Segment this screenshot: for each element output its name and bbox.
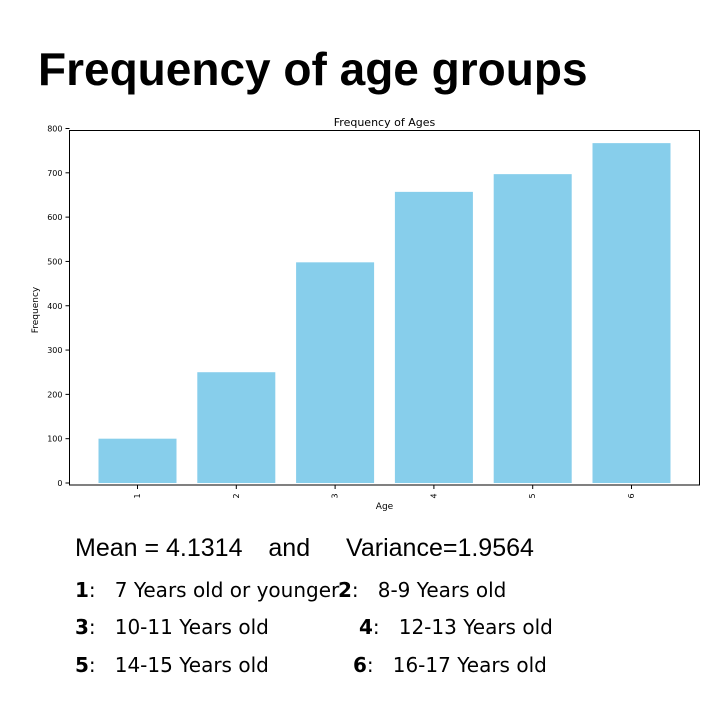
chart-title: Frequency of Ages: [334, 116, 436, 129]
legend-text: 8-9 Years old: [377, 578, 507, 602]
bar-6: [592, 143, 671, 484]
x-axis-ticks: 1 2 3 4 5 6: [133, 485, 636, 499]
x-tick-label: 6: [627, 493, 636, 498]
legend-key: 1: [75, 578, 89, 602]
bar-5: [493, 174, 572, 483]
bar-3: [296, 262, 375, 483]
x-tick-label: 2: [232, 493, 241, 498]
mean-value: Mean = 4.1314: [75, 534, 243, 562]
variance-value: Variance=1.9564: [346, 534, 534, 562]
legend-key: 5: [75, 653, 89, 677]
legend-text: 12-13 Years old: [398, 615, 553, 639]
y-tick-label: 500: [47, 257, 62, 266]
legend-text: 16-17 Years old: [392, 653, 547, 677]
bar-4: [394, 191, 473, 483]
x-axis-label: Age: [376, 502, 394, 512]
plot-frame: [69, 130, 700, 486]
y-tick-label: 400: [47, 302, 62, 311]
page-title: Frequency of age groups: [38, 43, 588, 95]
legend-text: 14-15 Years old: [114, 653, 269, 677]
legend-text: 7 Years old or younger: [114, 578, 340, 602]
bar-chart: Frequency of Ages 0 100 200 300 400 500 600 700…: [31, 116, 700, 512]
y-tick-label: 0: [57, 479, 62, 488]
bar-2: [197, 372, 276, 483]
y-tick-label: 700: [47, 169, 62, 178]
legend-key: 6: [353, 653, 367, 677]
x-tick-label: 4: [429, 493, 438, 498]
x-tick-label: 3: [331, 493, 340, 498]
legend-key: 2: [338, 578, 352, 602]
bars-group: [98, 143, 671, 484]
legend-item-6: 6: 16-17 Years old: [353, 653, 547, 677]
y-tick-label: 800: [47, 125, 62, 134]
legend-item-2: 2: 8-9 Years old: [338, 578, 507, 602]
stats-line: Mean = 4.1314 and Variance=1.9564: [75, 534, 534, 563]
x-tick-label: 5: [528, 493, 537, 498]
legend-key: 4: [359, 615, 373, 639]
y-axis-ticks: 0 100 200 300 400 500 600 700 800: [47, 125, 70, 488]
y-tick-label: 100: [47, 435, 62, 444]
y-tick-label: 200: [47, 390, 62, 399]
legend-item-1: 1: 7 Years old or younger: [75, 578, 340, 602]
legend-item-5: 5: 14-15 Years old: [75, 653, 269, 677]
legend-item-3: 3: 10-11 Years old: [75, 615, 269, 639]
legend-text: 10-11 Years old: [114, 615, 269, 639]
y-tick-label: 300: [47, 346, 62, 355]
y-tick-label: 600: [47, 213, 62, 222]
legend-key: 3: [75, 615, 89, 639]
bar-1: [98, 438, 177, 483]
legend-item-4: 4: 12-13 Years old: [359, 615, 553, 639]
and-text: and: [268, 534, 311, 562]
y-axis-label: Frequency: [31, 286, 41, 333]
x-tick-label: 1: [133, 493, 142, 498]
